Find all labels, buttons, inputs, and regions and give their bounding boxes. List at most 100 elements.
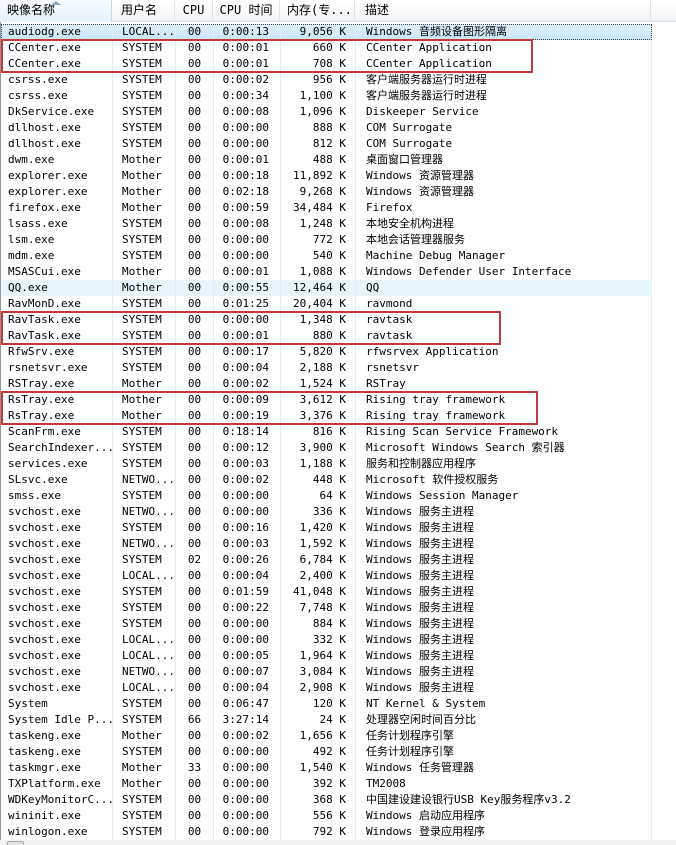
cell-image-name: audiodg.exe [1, 24, 113, 40]
table-row[interactable]: QQ.exe Mother 00 0:00:55 12,464 K QQ [1, 280, 652, 296]
cell-memory: 1,100 K [281, 88, 356, 104]
table-row[interactable]: SearchIndexer... SYSTEM 00 0:00:12 3,900 K Mi… [1, 440, 652, 456]
cell-description: Windows 服务主进程 [356, 616, 652, 632]
column-header-cpu-time[interactable]: CPU 时间 [213, 0, 280, 22]
table-row[interactable]: taskmgr.exe Mother 33 0:00:00 1,540 K Windows… [1, 760, 652, 776]
cell-cpu: 00 [176, 24, 214, 40]
table-row[interactable]: svchost.exe NETWO... 00 0:00:03 1,592 K Windo… [1, 536, 652, 552]
column-header-user-name[interactable]: 用户名 [112, 0, 175, 22]
cell-description: rsnetsvr [356, 360, 652, 376]
table-row[interactable]: RSTray.exe Mother 00 0:00:02 1,524 K RSTray [1, 376, 652, 392]
cell-cpu-time: 0:00:19 [214, 408, 281, 424]
column-header-description[interactable]: 描述 [355, 0, 651, 22]
table-row[interactable]: dllhost.exe SYSTEM 00 0:00:00 812 K COM Surro… [1, 136, 652, 152]
table-row[interactable]: svchost.exe SYSTEM 00 0:00:00 884 K Windows 服… [1, 616, 652, 632]
cell-memory: 812 K [281, 136, 356, 152]
table-row[interactable]: RsTray.exe Mother 00 0:00:09 3,612 K Rising t… [1, 392, 652, 408]
cell-memory: 1,656 K [281, 728, 356, 744]
table-row[interactable]: System Idle P... SYSTEM 66 3:27:14 24 K 处理器空闲… [1, 712, 652, 728]
cell-cpu-time: 0:00:16 [214, 520, 281, 536]
cell-cpu-time: 0:00:09 [214, 392, 281, 408]
cell-cpu: 00 [176, 88, 214, 104]
cell-cpu-time: 0:00:04 [214, 680, 281, 696]
cell-cpu-time: 0:00:02 [214, 728, 281, 744]
cell-cpu: 00 [176, 792, 214, 808]
cell-description: Windows Defender User Interface [356, 264, 652, 280]
cell-cpu-time: 0:00:00 [214, 632, 281, 648]
column-header-filler [651, 0, 676, 22]
table-row[interactable]: csrss.exe SYSTEM 00 0:00:02 956 K 客户端服务器运行时进程 [1, 72, 652, 88]
table-row[interactable]: SLsvc.exe NETWO... 00 0:00:02 448 K Microsoft… [1, 472, 652, 488]
cell-cpu-time: 0:00:01 [214, 328, 281, 344]
table-row[interactable]: winlogon.exe SYSTEM 00 0:00:00 792 K Windows … [1, 824, 652, 840]
table-row[interactable]: svchost.exe SYSTEM 02 0:00:26 6,784 K Windows… [1, 552, 652, 568]
table-row[interactable]: dllhost.exe SYSTEM 00 0:00:00 888 K COM Surro… [1, 120, 652, 136]
cell-cpu-time: 0:00:00 [214, 808, 281, 824]
table-row[interactable]: CCenter.exe SYSTEM 00 0:00:01 660 K CCenter A… [1, 40, 652, 56]
cell-image-name: QQ.exe [1, 280, 113, 296]
table-row[interactable]: svchost.exe LOCAL... 00 0:00:00 332 K Windows… [1, 632, 652, 648]
table-row[interactable]: lsass.exe SYSTEM 00 0:00:08 1,248 K 本地安全机构进程 [1, 216, 652, 232]
cell-cpu-time: 0:01:59 [214, 584, 281, 600]
table-row[interactable]: svchost.exe NETWO... 00 0:00:00 336 K Windows… [1, 504, 652, 520]
table-row[interactable]: taskeng.exe SYSTEM 00 0:00:00 492 K 任务计划程序引擎 [1, 744, 652, 760]
cell-user-name: LOCAL... [113, 648, 176, 664]
table-row[interactable]: svchost.exe SYSTEM 00 0:01:59 41,048 K Window… [1, 584, 652, 600]
cell-image-name: smss.exe [1, 488, 113, 504]
table-row[interactable]: svchost.exe SYSTEM 00 0:00:22 7,748 K Windows… [1, 600, 652, 616]
cell-image-name: csrss.exe [1, 88, 113, 104]
column-header-image-name[interactable]: 映像名称 [0, 0, 112, 22]
table-row[interactable]: services.exe SYSTEM 00 0:00:03 1,188 K 服务和控制器… [1, 456, 652, 472]
cell-user-name: Mother [113, 200, 176, 216]
table-row[interactable]: explorer.exe Mother 00 0:00:18 11,892 K Windo… [1, 168, 652, 184]
table-row[interactable]: TXPlatform.exe Mother 00 0:00:00 392 K TM2008 [1, 776, 652, 792]
cell-memory: 448 K [281, 472, 356, 488]
table-row[interactable]: System SYSTEM 00 0:06:47 120 K NT Kernel & Sy… [1, 696, 652, 712]
cell-memory: 336 K [281, 504, 356, 520]
cell-memory: 332 K [281, 632, 356, 648]
cell-image-name: SLsvc.exe [1, 472, 113, 488]
table-row[interactable]: csrss.exe SYSTEM 00 0:00:34 1,100 K 客户端服务器运行时… [1, 88, 652, 104]
cell-user-name: Mother [113, 280, 176, 296]
table-row[interactable]: svchost.exe LOCAL... 00 0:00:05 1,964 K Windo… [1, 648, 652, 664]
table-row[interactable]: DkService.exe SYSTEM 00 0:00:08 1,096 K Diske… [1, 104, 652, 120]
table-row[interactable]: firefox.exe Mother 00 0:00:59 34,484 K Firefo… [1, 200, 652, 216]
table-row[interactable]: explorer.exe Mother 00 0:02:18 9,268 K Window… [1, 184, 652, 200]
table-row[interactable]: wininit.exe SYSTEM 00 0:00:00 556 K Windows 启… [1, 808, 652, 824]
table-row[interactable]: audiodg.exe LOCAL... 00 0:00:13 9,056 K Windo… [1, 24, 652, 40]
table-row[interactable]: smss.exe SYSTEM 00 0:00:00 64 K Windows Sessi… [1, 488, 652, 504]
cell-description: rfwsrvex Application [356, 344, 652, 360]
table-row[interactable]: svchost.exe NETWO... 00 0:00:07 3,084 K Windo… [1, 664, 652, 680]
column-header-memory[interactable]: 内存(专... [280, 0, 355, 22]
cell-description: QQ [356, 280, 652, 296]
table-row[interactable]: svchost.exe LOCAL... 00 0:00:04 2,908 K Windo… [1, 680, 652, 696]
cell-image-name: RSTray.exe [1, 376, 113, 392]
column-header-cpu[interactable]: CPU [175, 0, 213, 22]
table-row[interactable]: CCenter.exe SYSTEM 00 0:00:01 708 K CCenter A… [1, 56, 652, 72]
table-row[interactable]: taskeng.exe Mother 00 0:00:02 1,656 K 任务计划程序引… [1, 728, 652, 744]
table-row[interactable]: lsm.exe SYSTEM 00 0:00:00 772 K 本地会话管理器服务 [1, 232, 652, 248]
table-row[interactable]: dwm.exe Mother 00 0:00:01 488 K 桌面窗口管理器 [1, 152, 652, 168]
cell-description: Rising tray framework [356, 408, 652, 424]
table-row[interactable]: WDKeyMonitorC... SYSTEM 00 0:00:00 368 K 中国建设… [1, 792, 652, 808]
table-row[interactable]: svchost.exe SYSTEM 00 0:00:16 1,420 K Windows… [1, 520, 652, 536]
cell-user-name: LOCAL... [113, 632, 176, 648]
cell-cpu: 00 [176, 664, 214, 680]
cell-memory: 3,376 K [281, 408, 356, 424]
table-row[interactable]: mdm.exe SYSTEM 00 0:00:00 540 K Machine Debug… [1, 248, 652, 264]
table-row[interactable]: svchost.exe LOCAL... 00 0:00:04 2,400 K Windo… [1, 568, 652, 584]
table-row[interactable]: RsTray.exe Mother 00 0:00:19 3,376 K Rising t… [1, 408, 652, 424]
cell-user-name: LOCAL... [113, 24, 176, 40]
table-row[interactable]: ScanFrm.exe SYSTEM 00 0:18:14 816 K Rising Sc… [1, 424, 652, 440]
cell-cpu-time: 0:00:00 [214, 616, 281, 632]
column-header-label: 内存(专... [287, 3, 352, 17]
table-row[interactable]: MSASCui.exe Mother 00 0:00:01 1,088 K Windows… [1, 264, 652, 280]
cell-description: Microsoft Windows Search 索引器 [356, 440, 652, 456]
column-header-row: 映像名称 用户名 CPU CPU 时间 内存(专... 描述 [0, 0, 676, 22]
cell-description: ravtask [356, 312, 652, 328]
